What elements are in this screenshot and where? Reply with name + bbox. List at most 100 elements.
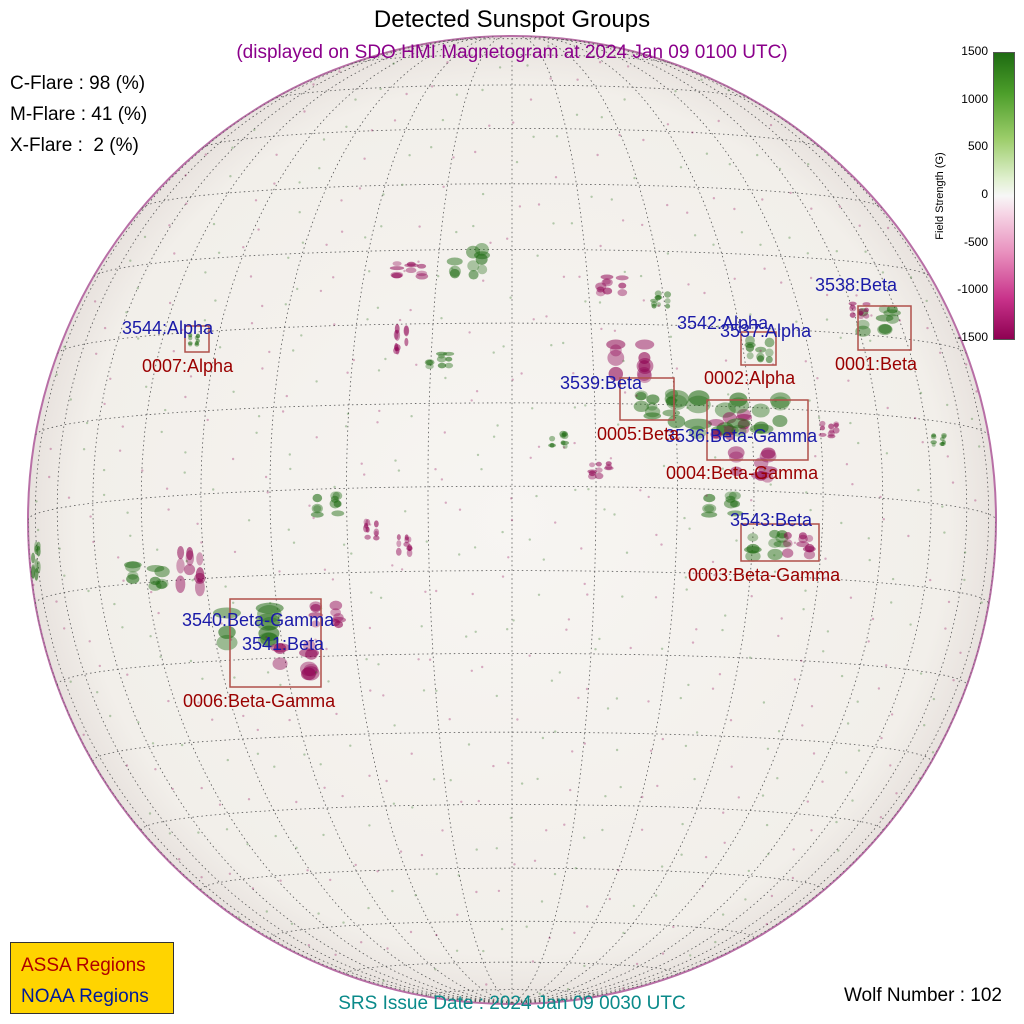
field-speckle (810, 207, 813, 210)
field-speckle (314, 638, 317, 641)
field-patch (832, 427, 840, 434)
field-speckle (598, 61, 602, 64)
field-speckle (889, 764, 892, 767)
field-speckle (164, 408, 167, 412)
field-speckle (141, 469, 144, 472)
field-speckle (583, 582, 586, 586)
field-speckle (837, 849, 840, 852)
field-speckle (946, 455, 949, 458)
field-speckle (572, 372, 575, 375)
field-speckle (541, 736, 545, 740)
field-speckle (332, 276, 335, 279)
field-patch (773, 540, 792, 548)
field-patch (755, 346, 767, 353)
field-speckle (63, 345, 66, 348)
field-patch (303, 640, 316, 652)
field-speckle (48, 475, 51, 479)
field-speckle (257, 415, 261, 418)
field-speckle (49, 447, 52, 451)
field-patch (477, 264, 488, 275)
field-speckle (382, 193, 385, 196)
field-speckle (333, 323, 336, 326)
field-speckle (335, 712, 338, 716)
field-speckle (675, 399, 678, 402)
field-speckle (868, 558, 871, 562)
field-patch (195, 567, 205, 583)
field-patch (389, 266, 405, 271)
colorbar-tick: -500 (963, 234, 988, 249)
field-speckle (220, 622, 223, 625)
field-speckle (526, 64, 529, 67)
field-speckle (368, 270, 371, 273)
field-speckle (212, 222, 216, 226)
field-speckle (279, 683, 282, 687)
field-speckle (224, 585, 227, 588)
field-patch (391, 272, 403, 279)
field-speckle (723, 841, 726, 844)
field-speckle (765, 922, 768, 926)
field-speckle (885, 664, 888, 667)
field-speckle (975, 390, 978, 393)
field-speckle (414, 894, 417, 897)
field-speckle (334, 953, 337, 956)
field-speckle (864, 250, 867, 253)
field-speckle (458, 508, 462, 511)
field-patch (124, 561, 142, 569)
field-speckle (363, 157, 366, 160)
field-speckle (354, 863, 357, 867)
field-speckle (377, 369, 381, 372)
field-speckle (296, 287, 299, 291)
field-speckle (776, 777, 779, 780)
field-speckle (806, 800, 809, 803)
field-patch (176, 558, 185, 574)
field-speckle (288, 453, 291, 456)
field-speckle (802, 608, 805, 611)
field-speckle (266, 671, 270, 674)
field-speckle (542, 558, 545, 561)
field-speckle (102, 493, 106, 497)
field-patch (750, 471, 771, 480)
field-speckle (769, 123, 773, 127)
field-speckle (58, 547, 61, 550)
field-speckle (923, 724, 926, 727)
field-speckle (298, 211, 301, 214)
field-patch (646, 402, 658, 411)
field-speckle (434, 468, 437, 471)
field-speckle (747, 869, 750, 873)
field-speckle (379, 596, 383, 599)
field-patch (666, 394, 688, 411)
field-speckle (411, 806, 414, 809)
field-patch (435, 351, 448, 356)
field-patch (931, 433, 937, 438)
field-speckle (732, 437, 735, 440)
field-patch (218, 625, 236, 639)
field-patch (856, 319, 870, 330)
field-speckle (621, 987, 625, 990)
colorbar-tick: 0 (981, 187, 988, 201)
field-speckle (432, 778, 436, 781)
field-speckle (470, 669, 473, 672)
field-speckle (173, 252, 176, 255)
field-speckle (761, 794, 765, 797)
field-speckle (855, 294, 858, 297)
field-speckle (687, 283, 690, 286)
field-patch (417, 263, 427, 269)
field-patch (311, 503, 323, 514)
field-speckle (242, 714, 245, 718)
region-box (229, 598, 322, 688)
field-speckle (274, 834, 277, 838)
field-speckle (212, 488, 215, 491)
field-patch (664, 298, 671, 304)
field-speckle (233, 676, 236, 679)
field-patch (396, 540, 402, 548)
field-speckle (851, 483, 854, 486)
field-patch (736, 408, 751, 421)
field-speckle (640, 828, 644, 831)
field-speckle (289, 467, 292, 471)
field-speckle (808, 399, 811, 402)
field-patch (373, 535, 380, 541)
field-speckle (481, 192, 485, 196)
field-speckle (498, 66, 502, 69)
field-speckle (770, 894, 774, 898)
